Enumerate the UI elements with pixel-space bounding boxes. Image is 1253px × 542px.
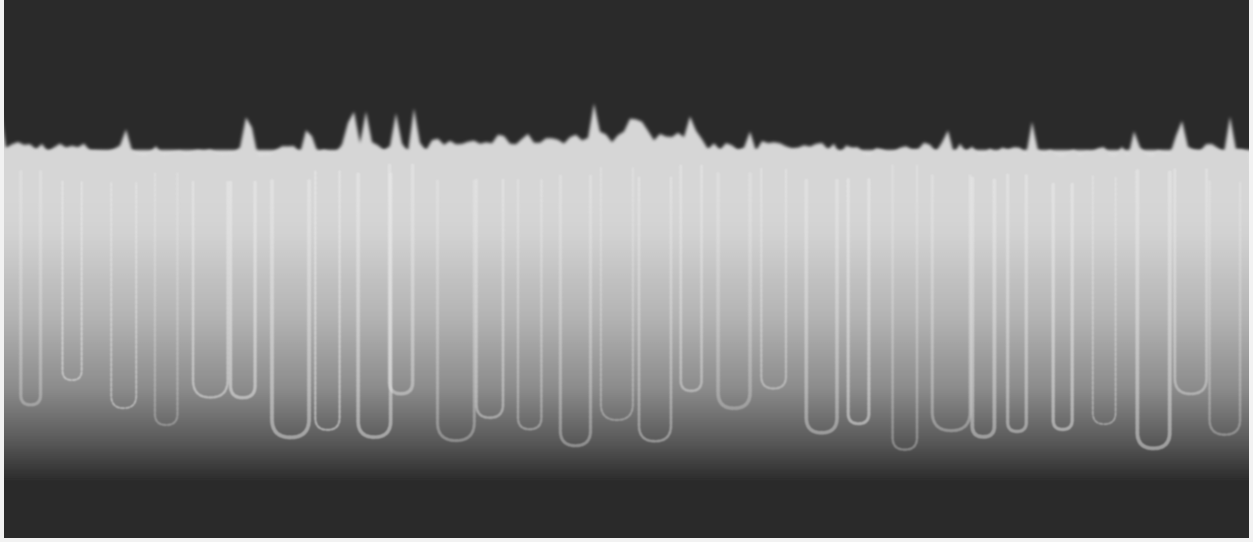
left-border <box>0 0 4 542</box>
page: (() => { const svg = document.getElement… <box>0 0 1253 542</box>
micrograph <box>0 0 1253 542</box>
right-border <box>1249 0 1253 542</box>
bottom-border <box>0 538 1253 542</box>
